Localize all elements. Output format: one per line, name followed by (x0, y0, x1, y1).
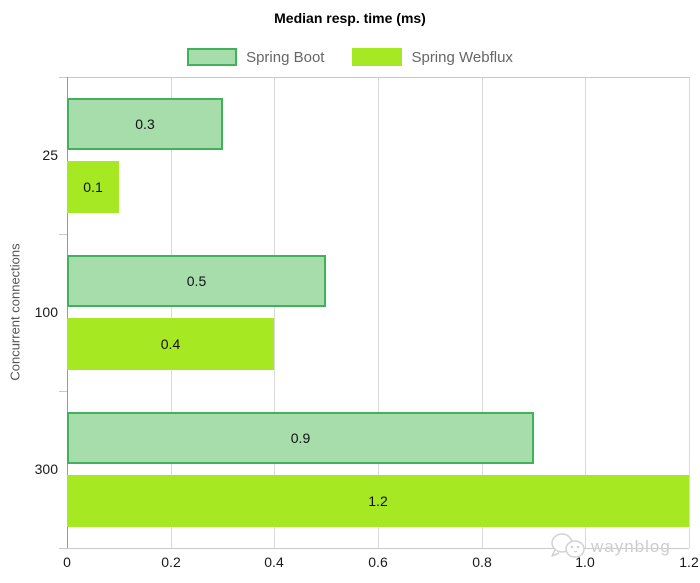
watermark: waynblog (549, 531, 671, 563)
legend-swatch-spring-webflux (352, 48, 403, 66)
x-tick-label: 1.0 (575, 554, 595, 570)
y-category-label: 25 (42, 147, 58, 163)
bar-value-label: 0.9 (290, 430, 311, 446)
y-axis-line (67, 77, 68, 548)
x-tick-label: 0.6 (368, 554, 388, 570)
bar-spring-webflux: 0.1 (67, 161, 119, 213)
x-gridline (689, 77, 690, 548)
plot-area: 0.3 0.1 0.5 0.4 0.9 1.2 (59, 77, 690, 549)
bar-value-label: 0.1 (83, 179, 103, 195)
bar-value-label: 0.5 (186, 273, 207, 289)
x-gridline (378, 77, 379, 548)
x-tick-label: 0.8 (472, 554, 492, 570)
legend-item-spring-webflux: Spring Webflux (352, 48, 513, 66)
x-tick-label: 0.4 (264, 554, 284, 570)
bar-spring-webflux: 0.4 (67, 318, 274, 370)
legend: Spring Boot Spring Webflux (0, 47, 700, 67)
bar-spring-webflux: 1.2 (67, 475, 689, 527)
y-category-label: 300 (34, 461, 58, 477)
legend-swatch-spring-boot (187, 48, 238, 66)
x-tick-label: 0 (63, 554, 71, 570)
top-frame-line (59, 77, 689, 78)
x-tick-label: 0.2 (161, 554, 181, 570)
bar-value-label: 1.2 (368, 493, 388, 509)
y-category-label: 100 (34, 304, 58, 320)
legend-item-spring-boot: Spring Boot (187, 48, 324, 66)
chart-title: Median resp. time (ms) (274, 10, 426, 26)
legend-label: Spring Boot (246, 48, 325, 66)
x-axis-line (59, 548, 689, 549)
chick-doodle-icon (551, 533, 585, 558)
watermark-text: waynblog (591, 537, 671, 556)
x-tick-label: 1.2 (679, 554, 699, 570)
bar-value-label: 0.3 (135, 116, 155, 132)
bar-value-label: 0.4 (160, 336, 181, 352)
bar-spring-boot: 0.5 (67, 255, 326, 307)
category-boundary-tick (59, 391, 67, 392)
bar-spring-boot: 0.9 (67, 412, 534, 464)
legend-label: Spring Webflux (411, 48, 513, 66)
bar-spring-boot: 0.3 (67, 98, 223, 150)
category-boundary-tick (59, 234, 67, 235)
x-gridline (274, 77, 275, 548)
x-gridline (482, 77, 483, 548)
x-gridline (171, 77, 172, 548)
x-gridline (585, 77, 586, 548)
